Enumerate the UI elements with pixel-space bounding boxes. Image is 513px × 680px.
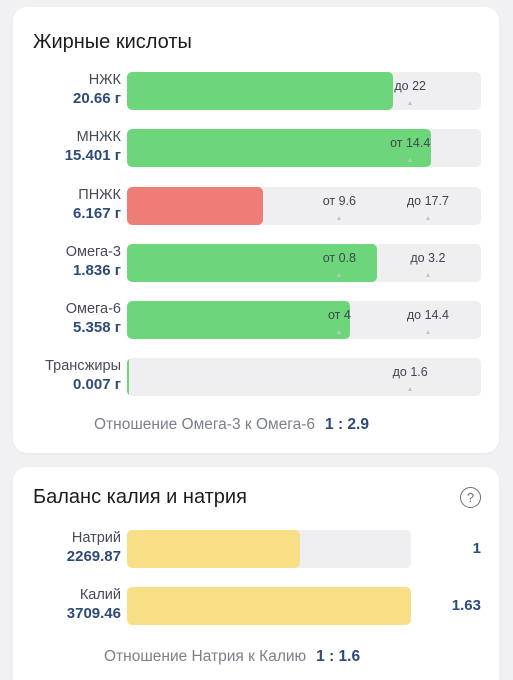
progress-track: от 14.4 (127, 129, 481, 167)
nutrient-name: Омега-3 (65, 244, 121, 260)
norm-marker-label: от 14.4 (390, 136, 431, 150)
norm-marker-label: до 22 (394, 79, 426, 93)
nutrient-amount: 5.358 г (73, 319, 121, 336)
progress-track: до 1.6 (127, 358, 481, 396)
nutrient-name: Омега-6 (65, 301, 121, 317)
nutrient-amount: 20.66 г (73, 90, 121, 107)
fat-row: Трансжиры 0.007 г до 1.6 (13, 358, 499, 396)
mineral-row: Натрий 2269.87 1 (13, 530, 499, 568)
nutrient-name: НЖК (88, 72, 121, 88)
progress-track: от 0.8 до 3.2 (127, 244, 481, 282)
norm-marker-label: от 0.8 (322, 251, 357, 265)
nutrient-amount: 1.836 г (73, 262, 121, 279)
progress-track: от 9.6 до 17.7 (127, 187, 481, 225)
mineral-name: Натрий (71, 530, 121, 546)
omega-ratio-label: Отношение Омега-3 к Омега-6 (94, 416, 316, 433)
norm-marker-label: от 9.6 (322, 194, 357, 208)
progress-track (127, 530, 411, 568)
potassium-sodium-title: Баланс калия и натрия (33, 486, 247, 508)
progress-track (127, 587, 411, 625)
progress-track: до 22 (127, 72, 481, 110)
fat-row: Омега-6 5.358 г от 4 до 14.4 (13, 301, 499, 339)
sodium-potassium-ratio-value: 1 : 1.6 (316, 648, 361, 665)
fat-row: Омега-3 1.836 г от 0.8 до 3.2 (13, 244, 499, 282)
fat-row: НЖК 20.66 г до 22 (13, 72, 499, 110)
norm-marker-tick (425, 273, 430, 277)
fatty-acids-title: Жирные кислоты (33, 31, 192, 53)
norm-marker-tick (425, 216, 430, 220)
omega-ratio: Отношение Омега-3 к Омега-6 1 : 2.9 (94, 416, 369, 434)
progress-fill (127, 187, 264, 225)
norm-marker-tick (337, 216, 342, 220)
progress-fill (127, 358, 129, 396)
nutrient-amount: 0.007 г (73, 376, 121, 393)
norm-marker-tick (337, 273, 342, 277)
progress-fill (127, 530, 301, 568)
mineral-ratio-value: 1.63 (451, 597, 481, 614)
progress-fill (127, 244, 377, 282)
nutrient-name: МНЖК (76, 129, 121, 145)
mineral-amount: 3709.46 (66, 605, 121, 622)
nutrient-name: ПНЖК (78, 187, 121, 203)
progress-fill (127, 301, 351, 339)
norm-marker-label: от 4 (327, 308, 351, 322)
norm-marker-tick (408, 387, 413, 391)
nutrient-amount: 6.167 г (73, 205, 121, 222)
omega-ratio-value: 1 : 2.9 (325, 416, 369, 433)
norm-marker-tick (408, 158, 413, 162)
nutrient-name: Трансжиры (45, 358, 121, 374)
question-circle-icon[interactable]: ? (460, 487, 481, 508)
norm-marker-label: до 3.2 (410, 251, 446, 265)
mineral-row: Калий 3709.46 1.63 (13, 587, 499, 625)
progress-fill (127, 587, 411, 625)
norm-marker-tick (408, 101, 413, 105)
fat-row: ПНЖК 6.167 г от 9.6 до 17.7 (13, 187, 499, 225)
potassium-sodium-card: Баланс калия и натрия ? Натрий 2269.87 1 Ка… (13, 467, 499, 680)
progress-fill (127, 129, 432, 167)
norm-marker-label: до 1.6 (392, 365, 428, 379)
mineral-amount: 2269.87 (66, 548, 121, 565)
progress-fill (127, 72, 393, 110)
norm-marker-label: до 17.7 (406, 194, 449, 208)
mineral-name: Калий (79, 587, 121, 603)
mineral-ratio-value: 1 (472, 540, 481, 557)
progress-track: от 4 до 14.4 (127, 301, 481, 339)
sodium-potassium-ratio: Отношение Натрия к Калию 1 : 1.6 (104, 648, 360, 666)
norm-marker-label: до 14.4 (406, 308, 449, 322)
fat-row: МНЖК 15.401 г от 14.4 (13, 129, 499, 167)
sodium-potassium-ratio-label: Отношение Натрия к Калию (104, 648, 307, 665)
nutrient-amount: 15.401 г (64, 147, 121, 164)
norm-marker-tick (425, 330, 430, 334)
fatty-acids-card: Жирные кислоты НЖК 20.66 г до 22 МНЖК 15.401… (13, 7, 499, 453)
norm-marker-tick (337, 330, 342, 334)
